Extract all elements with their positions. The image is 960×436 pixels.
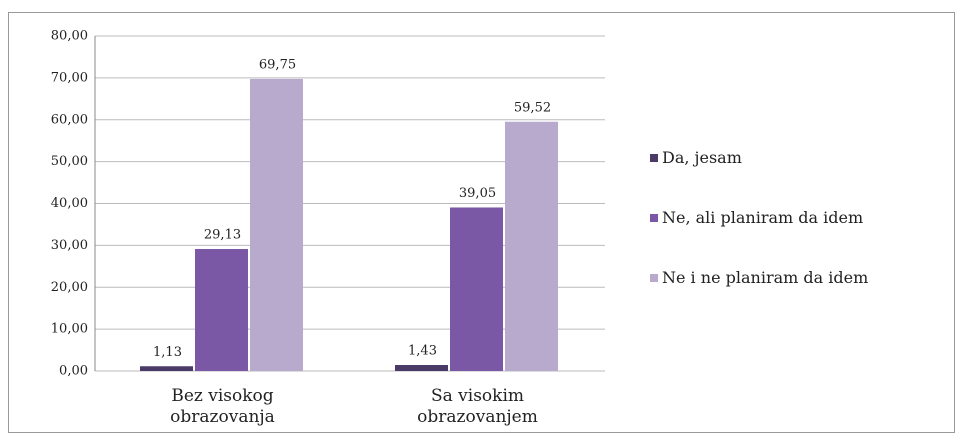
y-tick-label: 10,00 [51,322,88,337]
data-label: 1,43 [408,344,437,359]
frame [8,12,955,433]
x-tick-label: Bez visokog obrazovanja [170,386,275,427]
bar [450,207,503,371]
data-label: 29,13 [204,228,241,243]
data-label: 39,05 [459,186,496,201]
y-tick-label: 50,00 [51,154,88,169]
bar [250,78,303,371]
data-label: 69,75 [259,57,296,72]
legend-swatch [650,154,658,162]
y-tick-label: 40,00 [51,196,88,211]
legend-label: Ne, ali planiram da idem [662,208,864,227]
y-tick-label: 30,00 [51,238,88,253]
bar [395,365,448,371]
y-tick-label: 20,00 [51,280,88,295]
bar [505,121,558,371]
data-label: 1,13 [153,345,182,360]
legend-swatch [650,274,658,282]
y-tick-label: 80,00 [51,29,88,44]
data-label: 59,52 [514,100,551,115]
legend-label: Ne i ne planiram da idem [662,268,869,287]
y-tick-label: 70,00 [51,70,88,85]
y-tick-label: 60,00 [51,112,88,127]
bar [195,249,248,371]
legend-swatch [650,214,658,222]
legend-label: Da, jesam [662,148,742,167]
x-tick-label: Sa visokim obrazovanjem [417,386,538,427]
bar [140,366,193,371]
y-tick-label: 0,00 [59,364,88,379]
